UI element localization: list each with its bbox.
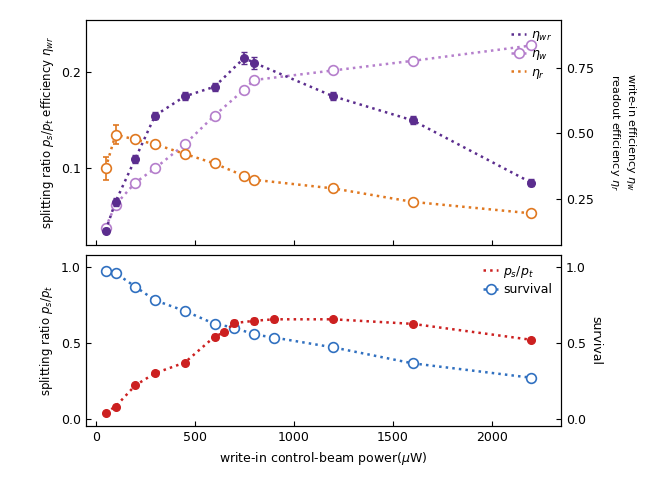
$\eta_w$ bbox=[102, 225, 110, 231]
$p_s/p_t$ bbox=[181, 360, 189, 366]
$\eta_{wr}$ bbox=[409, 118, 416, 123]
$\eta_r$ bbox=[527, 210, 535, 216]
Legend: $\eta_{wr}$, $\eta_w$, $\eta_r$: $\eta_{wr}$, $\eta_w$, $\eta_r$ bbox=[509, 26, 555, 83]
Line: $p_s/p_t$: $p_s/p_t$ bbox=[106, 319, 531, 413]
Line: $\eta_r$: $\eta_r$ bbox=[106, 135, 531, 213]
Y-axis label: splitting ratio $p_s/p_t$ efficiency $\eta_{wr}$: splitting ratio $p_s/p_t$ efficiency $\e… bbox=[38, 36, 55, 229]
survival bbox=[250, 332, 258, 338]
$\eta_w$ bbox=[211, 113, 218, 119]
$\eta_r$ bbox=[112, 132, 119, 138]
$p_s/p_t$ bbox=[250, 318, 258, 324]
$\eta_{wr}$ bbox=[527, 180, 535, 186]
$\eta_r$ bbox=[250, 177, 258, 183]
survival bbox=[270, 335, 278, 341]
survival bbox=[181, 308, 189, 314]
Y-axis label: survival: survival bbox=[589, 316, 603, 365]
$p_s/p_t$ bbox=[131, 382, 139, 388]
survival bbox=[112, 270, 119, 276]
$\eta_{wr}$ bbox=[131, 156, 139, 162]
$\eta_r$ bbox=[181, 151, 189, 157]
$\eta_r$ bbox=[211, 161, 218, 167]
$\eta_r$ bbox=[151, 141, 159, 147]
Y-axis label: splitting ratio $p_s/p_t$: splitting ratio $p_s/p_t$ bbox=[38, 285, 55, 396]
$p_s/p_t$ bbox=[329, 317, 337, 322]
$p_s/p_t$ bbox=[270, 317, 278, 322]
$\eta_{wr}$ bbox=[181, 94, 189, 99]
$p_s/p_t$ bbox=[102, 410, 110, 416]
$\eta_w$ bbox=[527, 43, 535, 49]
$\eta_r$ bbox=[329, 186, 337, 192]
Line: $\eta_w$: $\eta_w$ bbox=[101, 41, 536, 233]
survival bbox=[527, 375, 535, 381]
$\eta_r$ bbox=[240, 173, 248, 179]
$\eta_w$ bbox=[329, 68, 337, 74]
survival bbox=[102, 268, 110, 274]
$\eta_r$ bbox=[409, 199, 416, 205]
$\eta_r$ bbox=[131, 137, 139, 143]
$\eta_{wr}$ bbox=[112, 199, 119, 205]
$\eta_{wr}$ bbox=[102, 228, 110, 234]
X-axis label: write-in control-beam power($\mu$W): write-in control-beam power($\mu$W) bbox=[219, 450, 428, 466]
Y-axis label: write-in efficiency $\eta_w$
readout efficiency $\eta_r$: write-in efficiency $\eta_w$ readout eff… bbox=[608, 73, 638, 192]
survival bbox=[329, 344, 337, 350]
survival bbox=[230, 325, 238, 331]
$p_s/p_t$ bbox=[527, 337, 535, 343]
Line: survival: survival bbox=[101, 266, 536, 383]
$p_s/p_t$ bbox=[409, 321, 416, 327]
$\eta_w$ bbox=[151, 165, 159, 171]
$\eta_r$ bbox=[102, 165, 110, 171]
$p_s/p_t$ bbox=[112, 404, 119, 410]
$p_s/p_t$ bbox=[211, 334, 218, 340]
$\eta_w$ bbox=[131, 180, 139, 186]
$\eta_w$ bbox=[181, 141, 189, 147]
$\eta_{wr}$ bbox=[250, 60, 258, 66]
$\eta_w$ bbox=[250, 77, 258, 83]
$\eta_w$ bbox=[240, 87, 248, 93]
survival bbox=[211, 321, 218, 327]
$\eta_w$ bbox=[409, 58, 416, 64]
$p_s/p_t$ bbox=[151, 370, 159, 376]
survival bbox=[151, 297, 159, 303]
$\eta_w$ bbox=[112, 202, 119, 208]
survival bbox=[131, 284, 139, 290]
$p_s/p_t$ bbox=[220, 329, 228, 335]
$\eta_{wr}$ bbox=[240, 55, 248, 61]
Line: $\eta_{wr}$: $\eta_{wr}$ bbox=[106, 58, 531, 231]
survival bbox=[409, 360, 416, 366]
$\eta_{wr}$ bbox=[151, 113, 159, 119]
$\eta_{wr}$ bbox=[329, 94, 337, 99]
$\eta_{wr}$ bbox=[211, 84, 218, 90]
Legend: $p_s/p_t$, survival: $p_s/p_t$, survival bbox=[480, 261, 555, 299]
$p_s/p_t$ bbox=[230, 320, 238, 326]
